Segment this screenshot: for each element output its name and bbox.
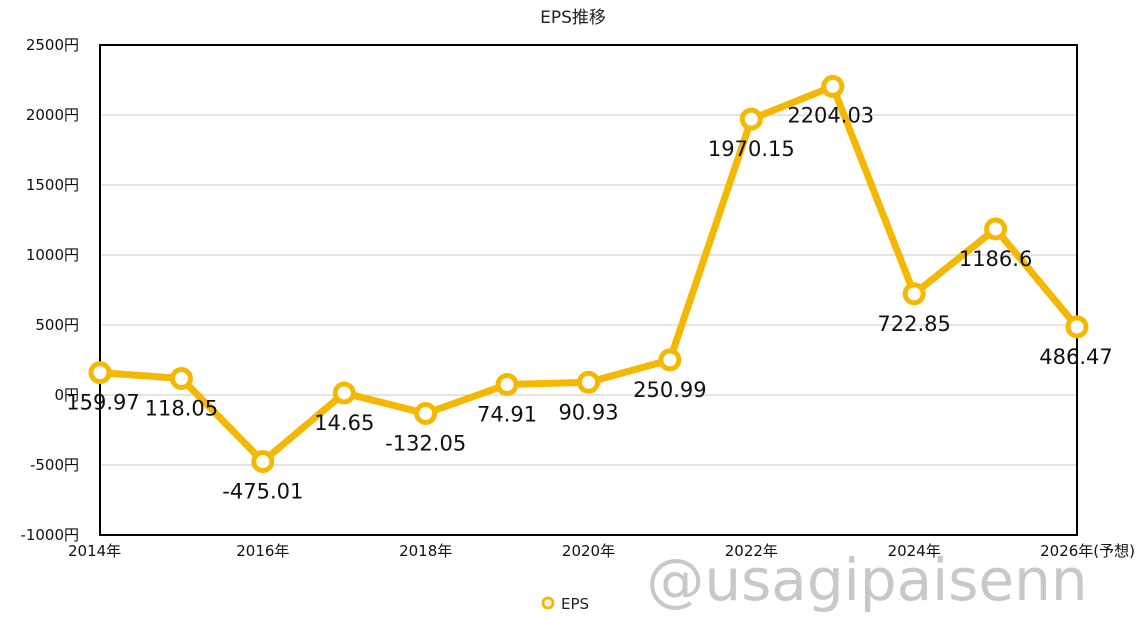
x-tick-label: 2024年: [888, 542, 941, 560]
x-tick-label: 2018年: [399, 542, 452, 560]
data-point: [1065, 315, 1089, 339]
data-label: 2204.03: [787, 103, 874, 127]
data-point: [577, 370, 600, 394]
x-axis-ticks: 2014年 2016年 2018年 2020年 2022年 2024年 2026年(予想): [68, 542, 1135, 560]
data-label: 90.93: [558, 400, 618, 424]
x-tick-label: 2014年: [68, 542, 121, 560]
legend-marker: [541, 596, 555, 610]
y-tick-label: 500円: [35, 316, 79, 334]
data-point: [332, 381, 356, 405]
data-label: 722.85: [877, 312, 950, 336]
y-tick-label: 1000円: [26, 246, 79, 264]
data-label: 74.91: [477, 403, 537, 427]
data-point: [658, 348, 682, 372]
y-tick-label: -500円: [30, 456, 79, 474]
y-tick-label: 2500円: [26, 36, 79, 54]
y-tick-label: 1500円: [26, 176, 79, 194]
x-tick-label: 2026年(予想): [1040, 542, 1135, 560]
data-label: 14.65: [314, 411, 374, 435]
chart-title: EPS推移: [540, 8, 606, 28]
x-tick-label: 2016年: [236, 542, 289, 560]
data-label: 1186.6: [959, 247, 1032, 271]
data-point: [984, 217, 1008, 241]
x-tick-label: 2020年: [562, 542, 615, 560]
legend-label: EPS: [561, 595, 589, 613]
data-label: 118.05: [145, 396, 218, 420]
data-label: -475.01: [222, 480, 303, 504]
data-point: [821, 74, 845, 98]
data-point: [902, 282, 926, 306]
watermark: @usagipaisenn: [646, 546, 1087, 614]
data-label: -132.05: [385, 431, 466, 455]
plot-frame: [99, 44, 1078, 536]
y-axis-ticks: 2500円 2000円 1500円 1000円 500円 0円 -500円 -1000円: [20, 36, 79, 544]
data-point: [739, 107, 763, 131]
data-label: 159.97: [66, 391, 139, 415]
x-tick-label: 2022年: [725, 542, 778, 560]
legend: EPS: [541, 595, 589, 613]
data-label: 250.99: [633, 378, 706, 402]
data-point: [169, 366, 193, 390]
data-label: 486.47: [1039, 345, 1112, 369]
y-tick-label: 0円: [54, 386, 79, 404]
y-tick-label: -1000円: [20, 526, 79, 544]
y-tick-label: 2000円: [26, 106, 79, 124]
data-point: [251, 450, 275, 474]
data-point: [495, 373, 519, 397]
data-point: [88, 361, 112, 385]
eps-series: [88, 74, 1089, 474]
data-label: 1970.15: [708, 137, 795, 161]
data-labels: 159.97 118.05 -475.01 14.65 -132.05 74.91 90.9…: [66, 103, 1112, 503]
data-point: [414, 401, 438, 425]
